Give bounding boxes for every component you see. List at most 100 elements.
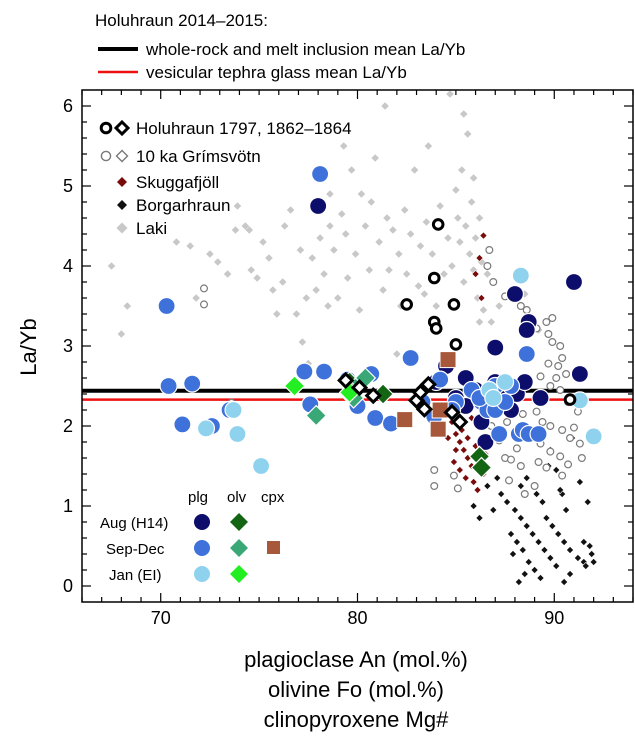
data-point-grims bbox=[575, 439, 584, 448]
data-point-laki bbox=[341, 230, 350, 238]
data-point-grims bbox=[542, 463, 551, 472]
data-point-aug bbox=[517, 320, 536, 340]
data-point-laki bbox=[395, 250, 403, 258]
data-point-skug bbox=[461, 473, 470, 483]
data-point-laki bbox=[213, 258, 222, 266]
data-point-laki bbox=[475, 214, 484, 222]
grid-legend-header-olv: olv bbox=[227, 489, 247, 506]
data-point-aug bbox=[531, 388, 550, 408]
legend-label-borgarhraun: Borgarhraun bbox=[136, 196, 231, 215]
data-point-hist bbox=[419, 375, 437, 394]
data-point-grims bbox=[566, 434, 575, 443]
legend-marker-laki bbox=[116, 222, 128, 234]
data-point-borg bbox=[542, 513, 551, 523]
data-point-laki bbox=[456, 238, 464, 246]
data-point-grims bbox=[506, 455, 515, 464]
data-point-laki bbox=[383, 214, 391, 222]
data-point-sep bbox=[529, 424, 548, 444]
data-point-laki bbox=[483, 270, 492, 278]
data-point-laki bbox=[326, 190, 334, 198]
data-point-grims bbox=[453, 484, 462, 493]
data-point-borg bbox=[532, 489, 541, 499]
grid-legend-marker-plg-sep bbox=[194, 540, 210, 556]
data-point-borg bbox=[508, 549, 517, 559]
data-point-laki bbox=[406, 230, 415, 238]
data-point-laki bbox=[273, 310, 281, 318]
data-point-laki bbox=[410, 166, 419, 174]
data-point-laki bbox=[337, 210, 346, 218]
data-point-sep bbox=[183, 374, 202, 393]
data-point-jan bbox=[511, 266, 530, 285]
data-point-sep bbox=[173, 415, 192, 434]
data-point-grims bbox=[546, 447, 555, 456]
data-point-grims bbox=[483, 262, 492, 271]
grid-legend-marker-olv-sep bbox=[230, 539, 248, 557]
data-point-laki bbox=[320, 270, 328, 278]
data-point-borg bbox=[506, 529, 516, 539]
data-point-laki bbox=[123, 302, 132, 310]
data-point-laki bbox=[465, 250, 474, 258]
data-point-laki bbox=[206, 250, 214, 258]
data-point-borg bbox=[575, 477, 584, 487]
data-point-borg bbox=[587, 549, 596, 559]
grid-legend-marker-cpx-sep bbox=[267, 541, 280, 554]
data-point-grims bbox=[546, 422, 555, 431]
data-point-skug bbox=[475, 253, 484, 263]
data-point-skug bbox=[463, 433, 472, 443]
data-point-jan bbox=[251, 456, 271, 476]
data-point-laki bbox=[461, 222, 470, 230]
data-point-laki bbox=[192, 294, 200, 302]
data-point-laki bbox=[444, 234, 452, 242]
data-point-laki bbox=[385, 266, 393, 274]
data-point-laki bbox=[253, 274, 261, 282]
data-point-laki bbox=[422, 218, 431, 226]
data-point-laki bbox=[416, 242, 425, 250]
data-point-laki bbox=[446, 90, 454, 98]
data-point-borg bbox=[497, 489, 506, 499]
data-point-laki bbox=[296, 246, 305, 254]
data-point-grims bbox=[558, 354, 567, 363]
data-point-borg bbox=[554, 529, 563, 539]
data-point-grims bbox=[552, 374, 561, 383]
data-point-borg bbox=[538, 497, 547, 507]
x-axis-label-plagioclase: plagioclase An (mol.%) bbox=[244, 647, 468, 672]
data-point-skug bbox=[471, 269, 480, 279]
data-point-laki bbox=[278, 278, 287, 286]
data-point-olv_aug bbox=[470, 456, 493, 479]
data-point-skug bbox=[459, 445, 468, 455]
legend-label-whole-rock: whole-rock and melt inclusion mean La/Yb bbox=[145, 40, 465, 59]
data-point-sep bbox=[517, 344, 536, 364]
data-point-laki bbox=[231, 226, 240, 234]
data-point-laki bbox=[265, 254, 273, 262]
data-point-laki bbox=[241, 222, 250, 230]
data-point-cpx bbox=[396, 411, 414, 429]
data-point-skug bbox=[477, 293, 486, 303]
data-point-laki bbox=[459, 278, 468, 286]
data-point-laki bbox=[259, 238, 267, 246]
data-point-borg bbox=[512, 537, 521, 547]
data-point-grims bbox=[542, 318, 551, 327]
legend-marker-grimsvotn-circle bbox=[100, 150, 112, 162]
data-point-borg bbox=[560, 537, 569, 547]
data-point-grims bbox=[530, 482, 539, 491]
data-point-grims bbox=[562, 370, 571, 379]
data-point-laki bbox=[280, 222, 289, 230]
data-point-grims bbox=[489, 278, 498, 287]
data-point-hist bbox=[429, 322, 443, 335]
data-point-skug bbox=[469, 477, 478, 487]
data-point-grims bbox=[520, 490, 529, 499]
data-point-laki bbox=[361, 222, 370, 230]
data-point-laki bbox=[298, 338, 307, 346]
data-point-hist bbox=[431, 218, 445, 231]
data-point-grims bbox=[430, 466, 439, 475]
legend-marker-historic-circle bbox=[99, 121, 113, 135]
data-point-laki bbox=[324, 302, 332, 310]
data-point-laki bbox=[454, 214, 462, 222]
data-point-borg bbox=[573, 553, 582, 563]
data-point-grims bbox=[556, 342, 565, 351]
y-tick-label: 0 bbox=[63, 576, 73, 596]
grid-legend-marker-plg-jan bbox=[194, 566, 210, 582]
data-point-grims bbox=[546, 382, 555, 391]
grid-legend-row-sep: Sep-Dec bbox=[106, 541, 165, 558]
